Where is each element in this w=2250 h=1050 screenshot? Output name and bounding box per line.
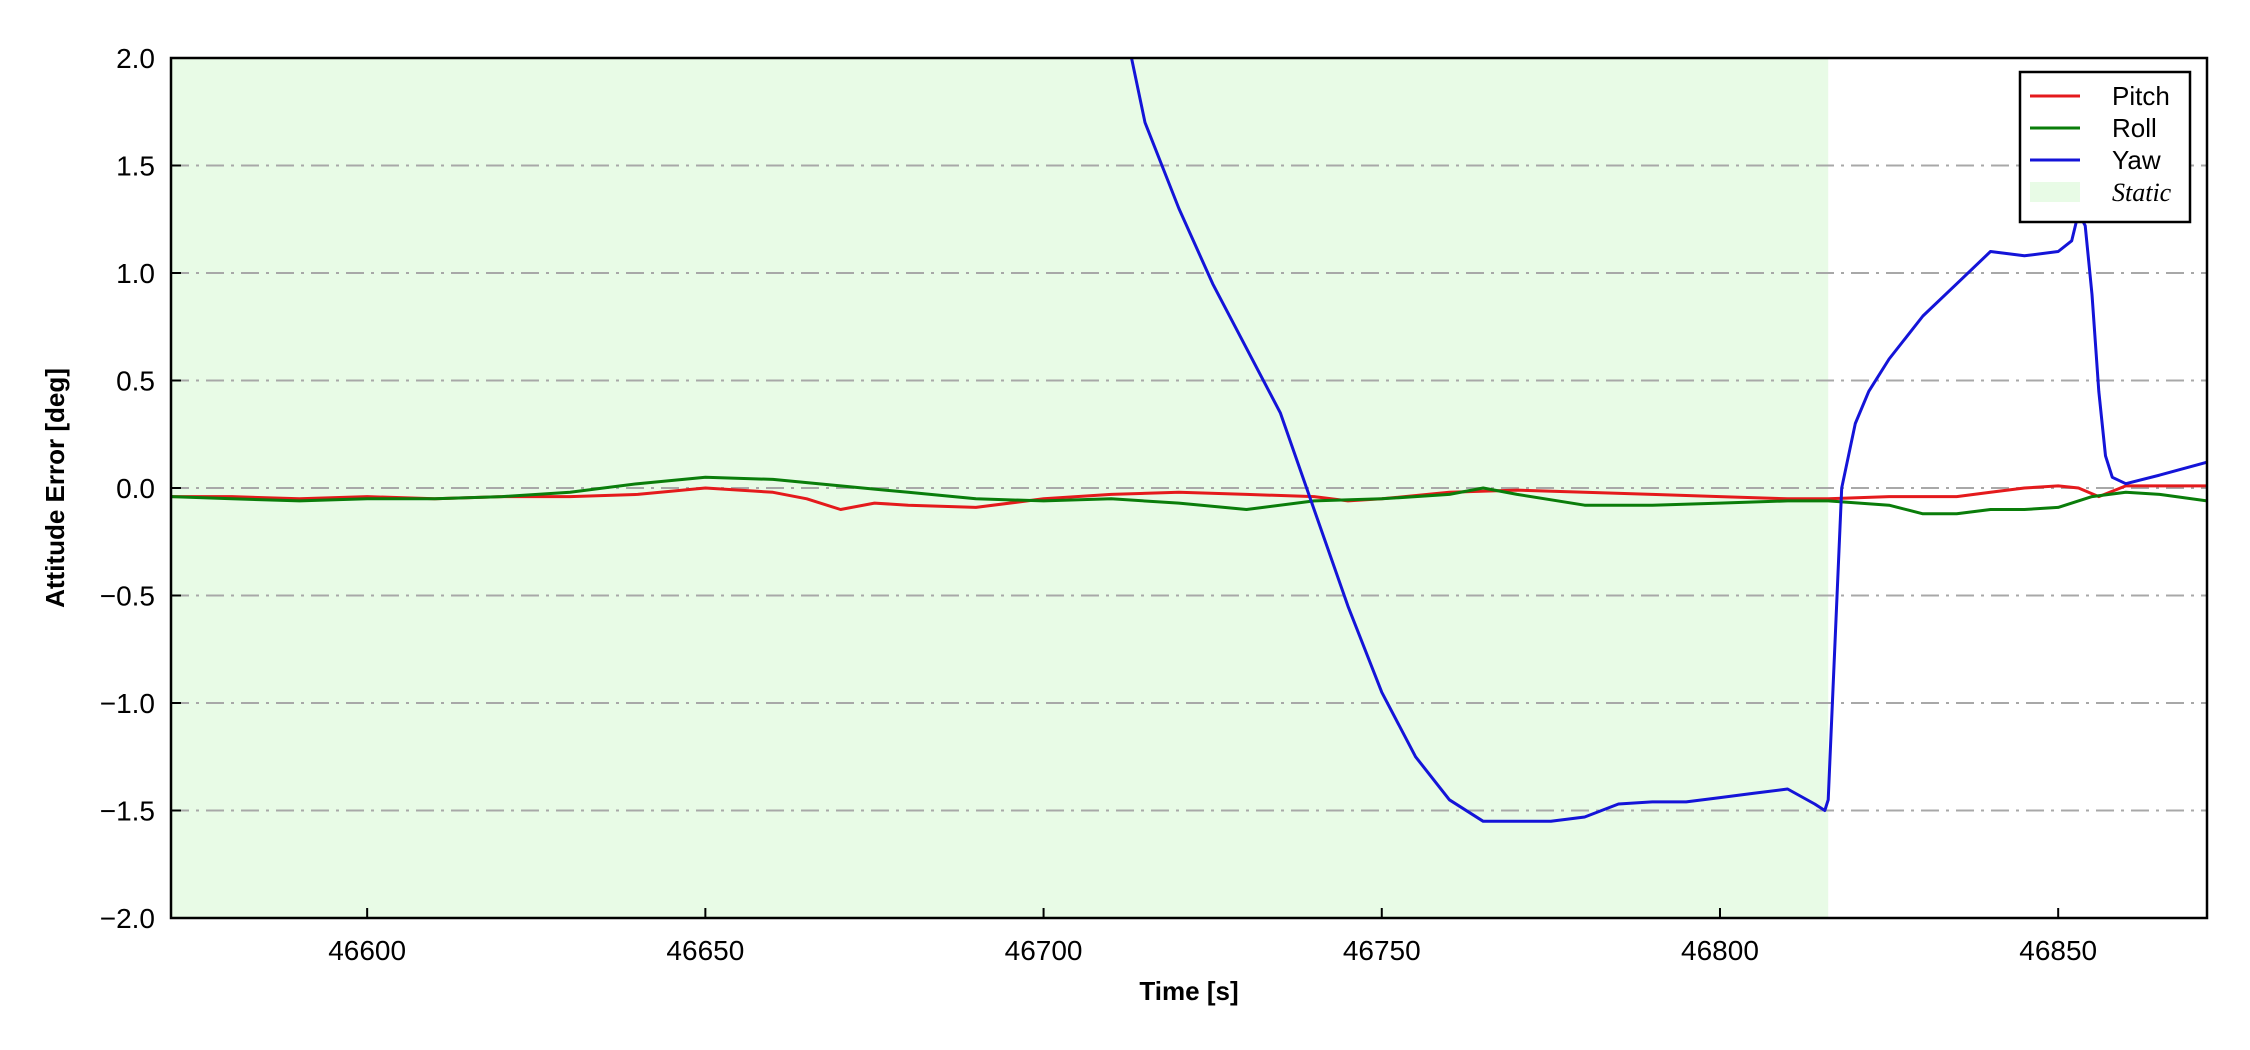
y-tick-label: −2.0 [100, 903, 155, 934]
legend-label-yaw: Yaw [2112, 145, 2161, 175]
x-axis-title: Time [s] [1139, 976, 1238, 1006]
ticks-layer: 46600 46650 46700 46750 46800 46850 −2.0 −1.5 −1… [100, 43, 2097, 966]
y-axis-title: Attitude Error [deg] [40, 368, 70, 608]
y-tick-label: 1.0 [116, 258, 155, 289]
x-tick-label: 46600 [328, 935, 406, 966]
legend-label-pitch: Pitch [2112, 81, 2170, 111]
y-tick-label: 0.0 [116, 473, 155, 504]
series-line-pitch [171, 484, 2207, 511]
x-tick-label: 46750 [1343, 935, 1421, 966]
x-tick-label: 46700 [1005, 935, 1083, 966]
y-tick-label: 1.5 [116, 151, 155, 182]
series-layer [171, 58, 2207, 823]
y-tick-label: −1.0 [100, 688, 155, 719]
x-tick-label: 46850 [2019, 935, 2097, 966]
series-line-roll [171, 475, 2207, 516]
legend-label-static: Static [2112, 178, 2172, 207]
legend-label-roll: Roll [2112, 113, 2157, 143]
x-tick-label: 46650 [666, 935, 744, 966]
y-tick-label: −1.5 [100, 796, 155, 827]
x-tick-label: 46800 [1681, 935, 1759, 966]
y-tick-label: −0.5 [100, 581, 155, 612]
y-tick-label: 0.5 [116, 366, 155, 397]
y-tick-label: 2.0 [116, 43, 155, 74]
grid-layer [171, 164, 2207, 812]
legend-swatch-static [2030, 182, 2080, 202]
series-line-yaw [1130, 58, 2207, 823]
